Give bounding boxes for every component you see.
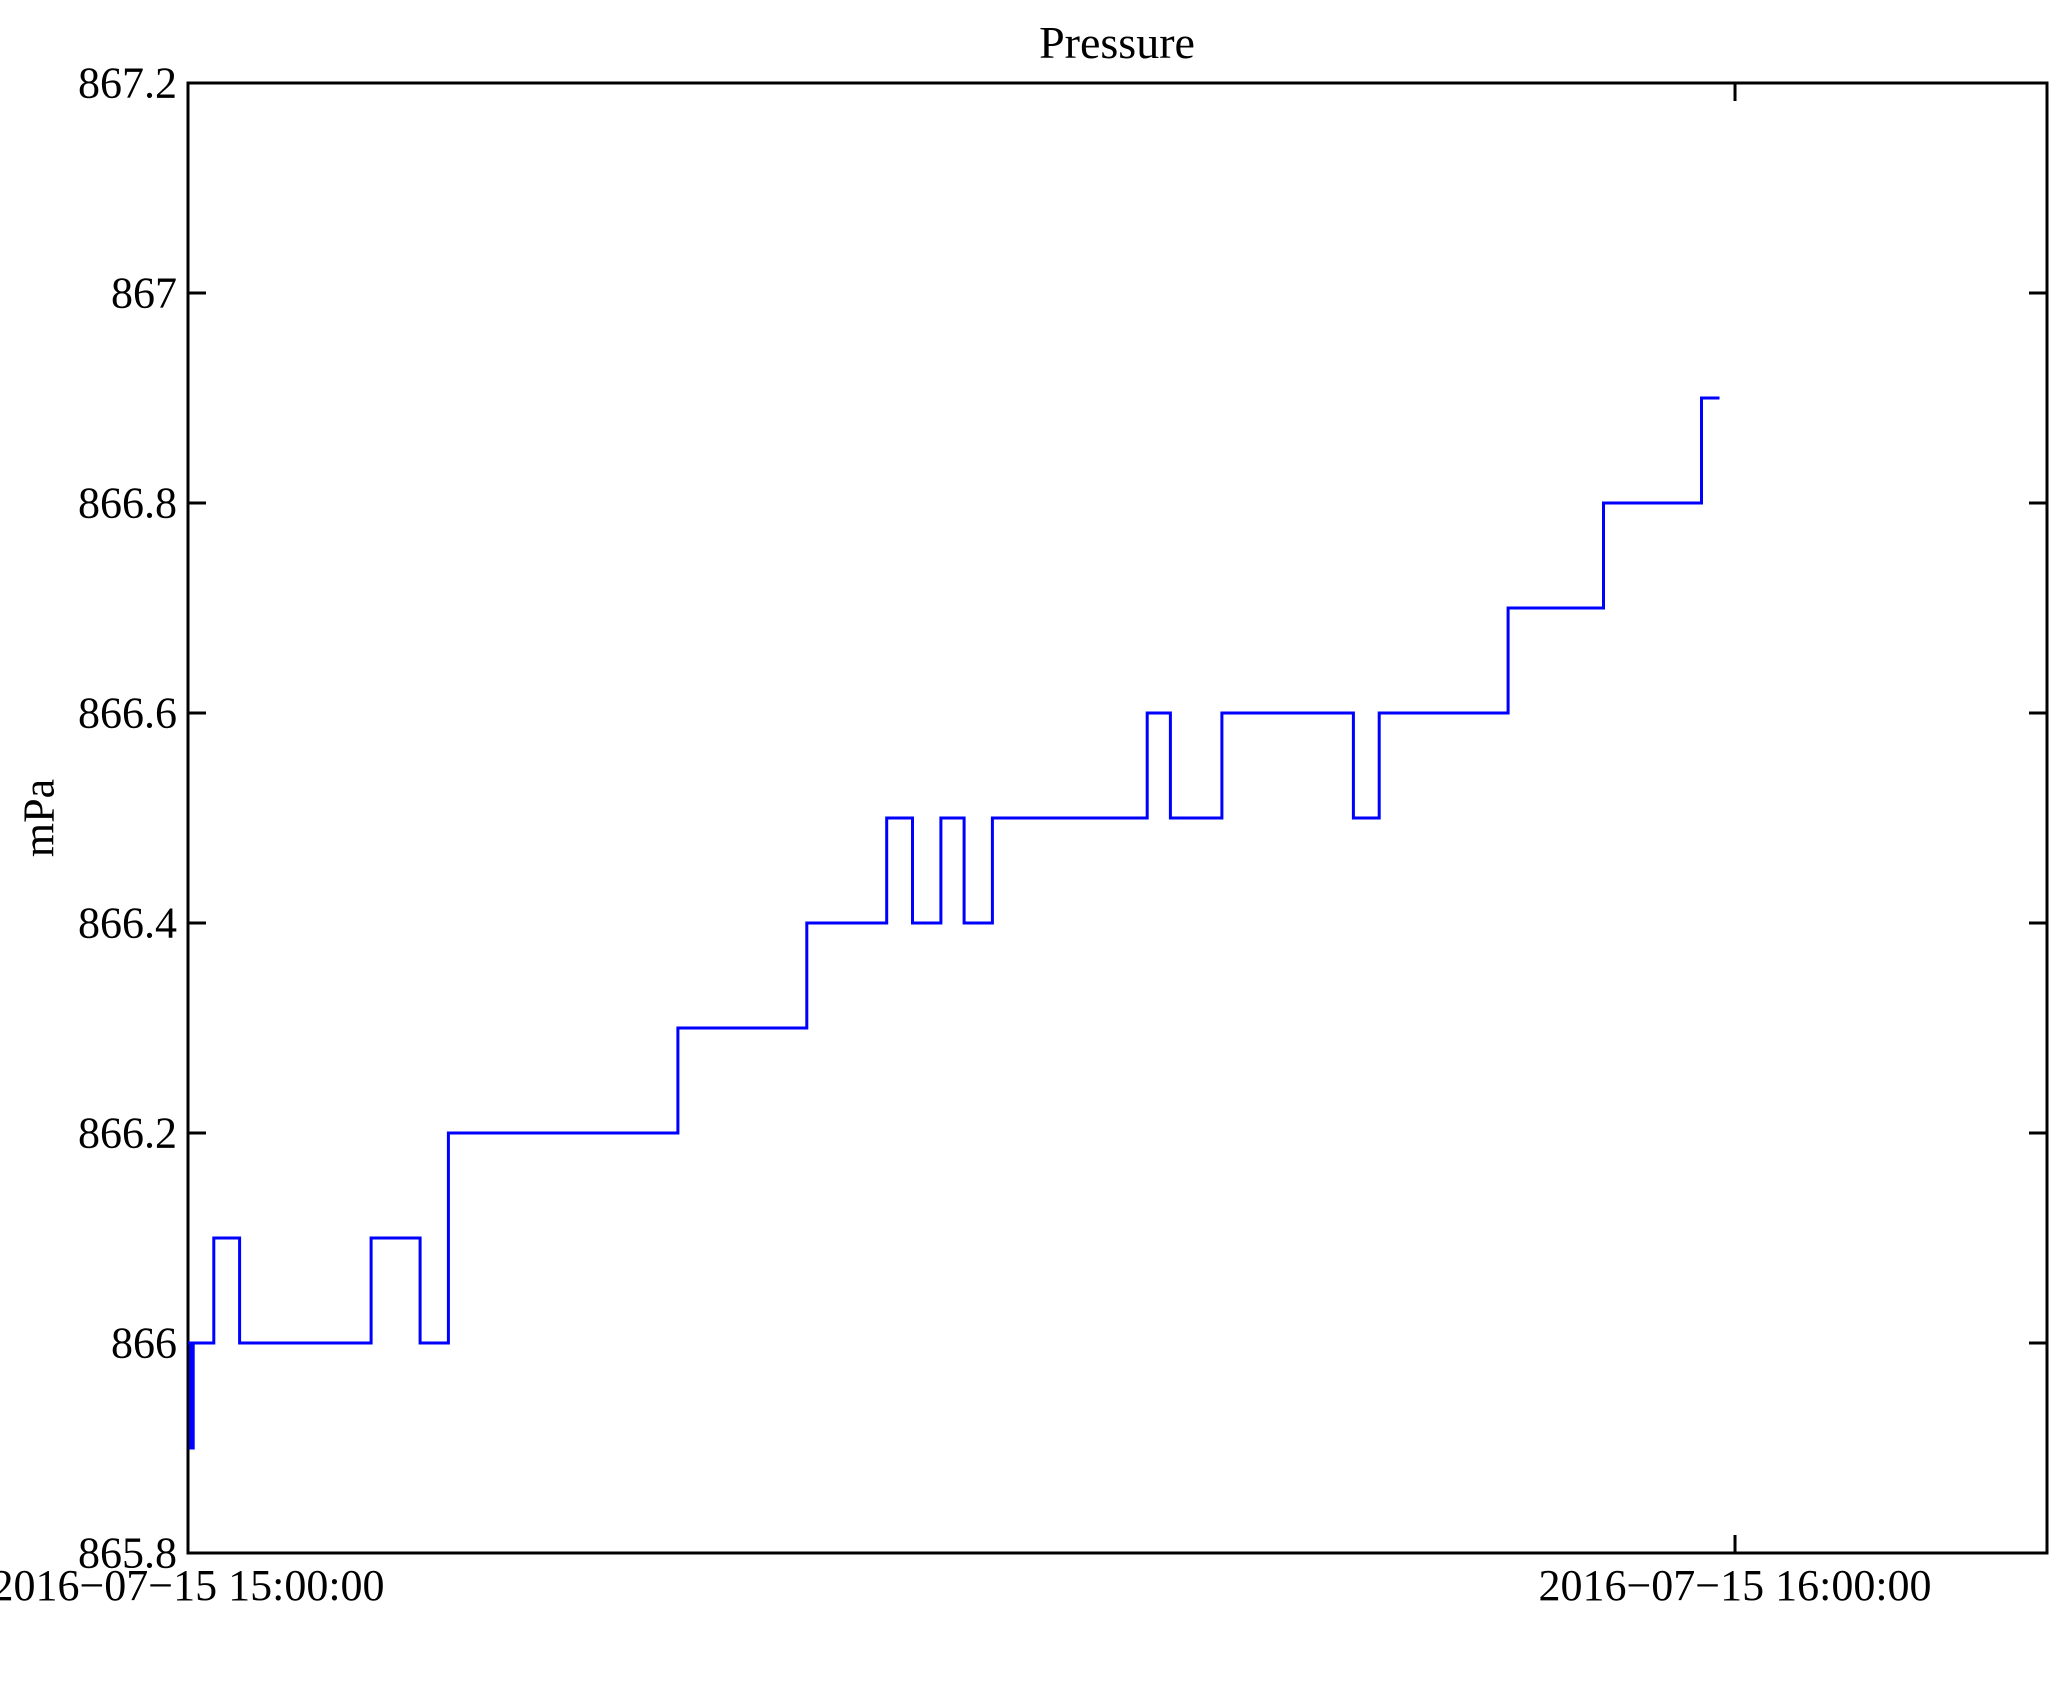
y-axis-tick-label: 866.2 [78, 1108, 177, 1158]
y-axis-tick-label: 867 [111, 268, 177, 318]
y-axis-tick-label: 866.4 [78, 898, 177, 948]
y-axis-label: mPa [14, 778, 64, 858]
plot-border [186, 81, 2049, 1555]
y-axis-tick-label: 865.8 [78, 1528, 177, 1578]
y-axis-tick-label: 866 [111, 1318, 177, 1368]
chart-title: Pressure [1039, 17, 1195, 68]
y-axis-tick-label: 867.2 [78, 58, 177, 108]
x-axis-tick-label: 2016−07−15 16:00:00 [1538, 1561, 1932, 1610]
pressure-series-line [188, 396, 1720, 1450]
y-axis-tick-label: 866.6 [78, 688, 177, 738]
x-axis-tick-label: 2016−07−15 15:00:00 [0, 1561, 385, 1610]
y-axis-tick-label: 866.8 [78, 478, 177, 528]
